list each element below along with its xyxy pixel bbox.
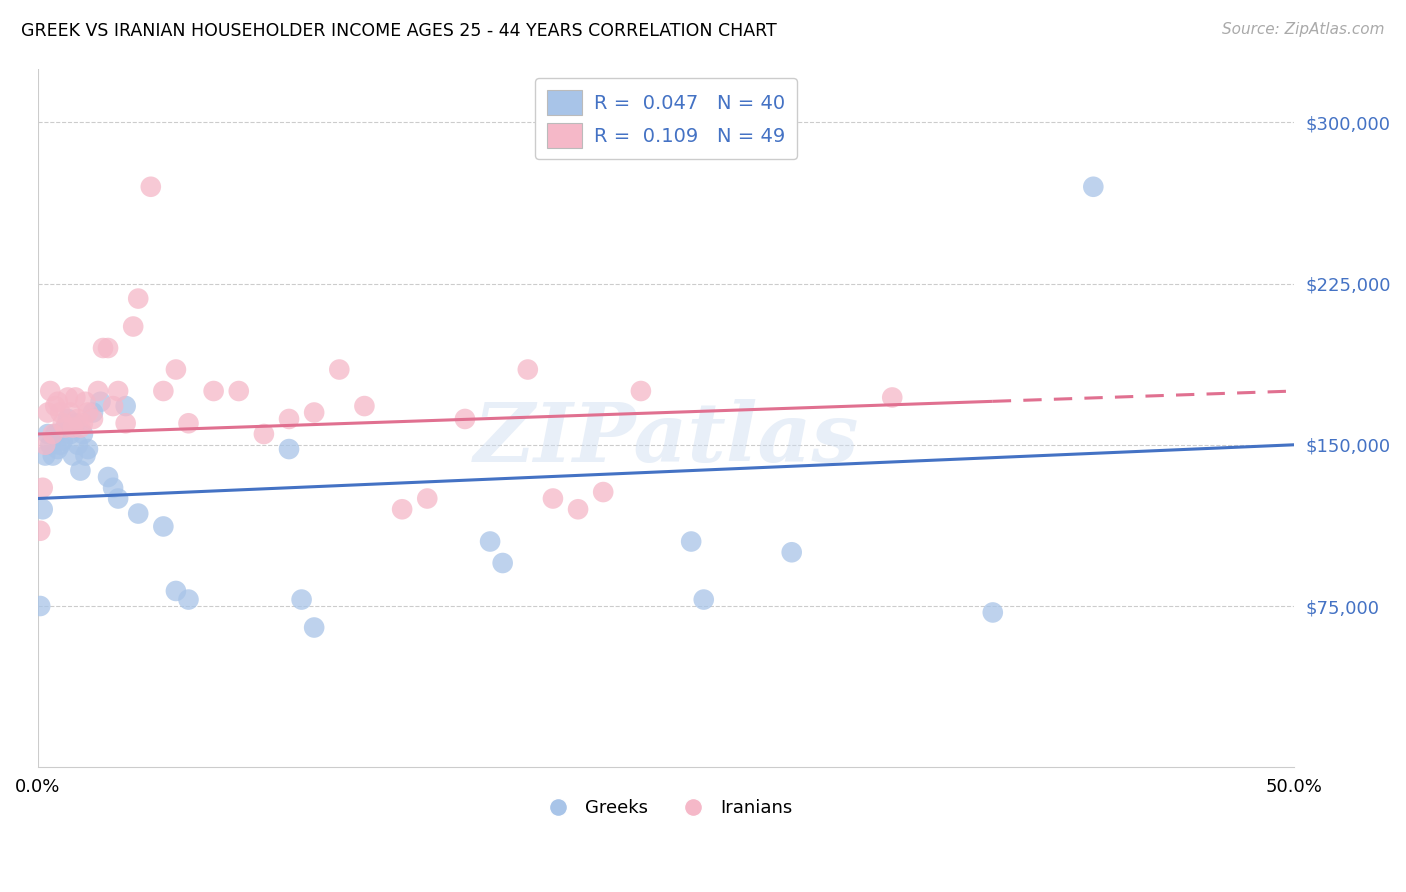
Point: [165, 362, 187, 376]
Point: [328, 362, 350, 376]
Point: [416, 491, 439, 506]
Point: [780, 545, 803, 559]
Point: [391, 502, 413, 516]
Point: [177, 592, 200, 607]
Point: [165, 584, 187, 599]
Point: [479, 534, 502, 549]
Point: [52, 417, 75, 431]
Point: [72, 427, 94, 442]
Point: [541, 491, 564, 506]
Text: ZIPatlas: ZIPatlas: [474, 399, 859, 479]
Point: [693, 592, 716, 607]
Point: [75, 449, 97, 463]
Point: [37, 405, 59, 419]
Point: [101, 481, 124, 495]
Point: [630, 384, 652, 398]
Point: [278, 412, 301, 426]
Point: [69, 464, 91, 478]
Point: [107, 491, 129, 506]
Point: [42, 449, 65, 463]
Point: [37, 427, 59, 442]
Point: [31, 481, 53, 495]
Point: [53, 420, 76, 434]
Point: [49, 405, 72, 419]
Point: [56, 412, 79, 426]
Point: [107, 384, 129, 398]
Point: [66, 412, 89, 426]
Point: [42, 427, 65, 442]
Point: [101, 399, 124, 413]
Point: [302, 620, 325, 634]
Point: [44, 399, 66, 413]
Point: [91, 341, 114, 355]
Point: [87, 384, 110, 398]
Point: [31, 502, 53, 516]
Point: [981, 606, 1004, 620]
Point: [152, 519, 174, 533]
Point: [253, 427, 276, 442]
Point: [122, 319, 145, 334]
Point: [278, 442, 301, 456]
Text: Source: ZipAtlas.com: Source: ZipAtlas.com: [1222, 22, 1385, 37]
Point: [492, 556, 515, 570]
Point: [30, 524, 52, 538]
Point: [567, 502, 589, 516]
Point: [681, 534, 703, 549]
Point: [127, 507, 149, 521]
Point: [46, 442, 69, 456]
Point: [34, 438, 56, 452]
Point: [62, 449, 84, 463]
Point: [114, 417, 136, 431]
Point: [77, 405, 100, 419]
Point: [592, 485, 614, 500]
Point: [89, 394, 111, 409]
Point: [59, 405, 82, 419]
Point: [46, 394, 69, 409]
Point: [202, 384, 225, 398]
Point: [82, 412, 104, 426]
Point: [59, 427, 82, 442]
Point: [39, 384, 62, 398]
Point: [353, 399, 375, 413]
Point: [53, 420, 76, 434]
Point: [1083, 179, 1105, 194]
Point: [82, 405, 104, 419]
Point: [69, 420, 91, 434]
Point: [516, 362, 538, 376]
Point: [65, 391, 87, 405]
Point: [177, 417, 200, 431]
Point: [302, 405, 325, 419]
Point: [65, 417, 87, 431]
Point: [49, 438, 72, 452]
Point: [114, 399, 136, 413]
Point: [139, 179, 162, 194]
Point: [77, 442, 100, 456]
Point: [75, 394, 97, 409]
Point: [34, 449, 56, 463]
Point: [44, 427, 66, 442]
Point: [152, 384, 174, 398]
Point: [62, 420, 84, 434]
Point: [127, 292, 149, 306]
Text: GREEK VS IRANIAN HOUSEHOLDER INCOME AGES 25 - 44 YEARS CORRELATION CHART: GREEK VS IRANIAN HOUSEHOLDER INCOME AGES…: [21, 22, 778, 40]
Point: [882, 391, 904, 405]
Point: [66, 438, 89, 452]
Point: [52, 434, 75, 448]
Point: [291, 592, 314, 607]
Point: [30, 599, 52, 613]
Point: [56, 391, 79, 405]
Point: [39, 438, 62, 452]
Point: [72, 417, 94, 431]
Point: [97, 470, 120, 484]
Point: [97, 341, 120, 355]
Point: [228, 384, 250, 398]
Point: [454, 412, 477, 426]
Legend: Greeks, Iranians: Greeks, Iranians: [533, 792, 800, 824]
